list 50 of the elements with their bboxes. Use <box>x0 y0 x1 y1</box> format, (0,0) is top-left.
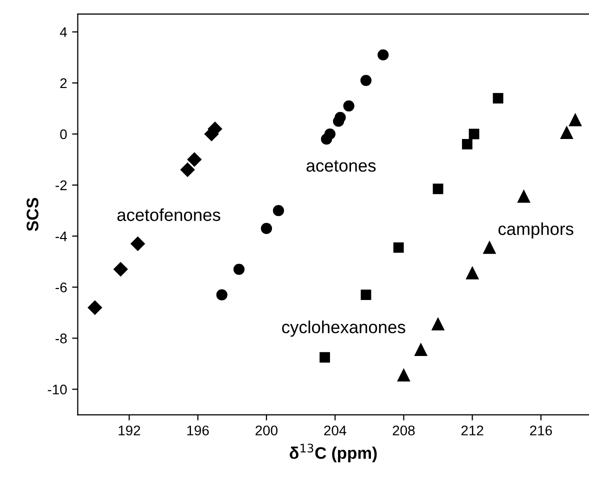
point <box>216 289 228 300</box>
y-axis-title: SCS <box>26 198 38 232</box>
point <box>180 162 195 177</box>
series-label: acetofenones <box>117 208 220 222</box>
x-tick-label: 208 <box>392 426 415 436</box>
point <box>334 112 346 123</box>
x-tick-label: 200 <box>256 426 278 436</box>
point <box>518 190 530 203</box>
point <box>343 100 354 112</box>
y-tick-label: -8 <box>56 334 67 344</box>
y-tick-label: 2 <box>60 78 67 88</box>
point <box>114 262 128 276</box>
point <box>432 318 444 330</box>
point <box>320 352 330 363</box>
point <box>468 128 480 140</box>
x-axis-title: δ$^{13}$C (ppm) <box>290 444 377 462</box>
series-label: cyclohexanones <box>282 320 406 337</box>
point <box>233 264 245 275</box>
point <box>272 205 284 216</box>
point <box>187 152 202 167</box>
point <box>397 368 410 382</box>
point <box>492 93 504 104</box>
y-tick-label: -2 <box>56 180 67 190</box>
y-tick-label: -10 <box>48 384 67 394</box>
point <box>432 184 444 194</box>
point <box>393 242 404 253</box>
y-tick-label: -4 <box>56 232 67 242</box>
point <box>360 74 372 86</box>
y-tick-label: 0 <box>60 129 67 140</box>
point <box>414 343 428 356</box>
point <box>360 290 372 300</box>
y-tick-label: 4 <box>60 27 67 37</box>
point <box>324 128 336 140</box>
point <box>378 49 389 60</box>
point <box>88 300 102 315</box>
x-tick-label: 196 <box>187 426 209 436</box>
point <box>130 236 145 251</box>
point <box>483 241 496 254</box>
point <box>260 222 272 234</box>
x-tick-label: 204 <box>324 426 346 436</box>
x-tick-label: 216 <box>530 426 552 436</box>
point <box>569 114 582 126</box>
point <box>462 139 472 150</box>
series-label: acetones <box>306 160 376 172</box>
point <box>560 126 573 139</box>
y-tick-label: -6 <box>56 282 67 292</box>
x-tick-label: 212 <box>461 426 484 436</box>
point <box>466 266 479 280</box>
series-label: camphors <box>498 222 574 239</box>
x-tick-label: 192 <box>118 426 140 436</box>
